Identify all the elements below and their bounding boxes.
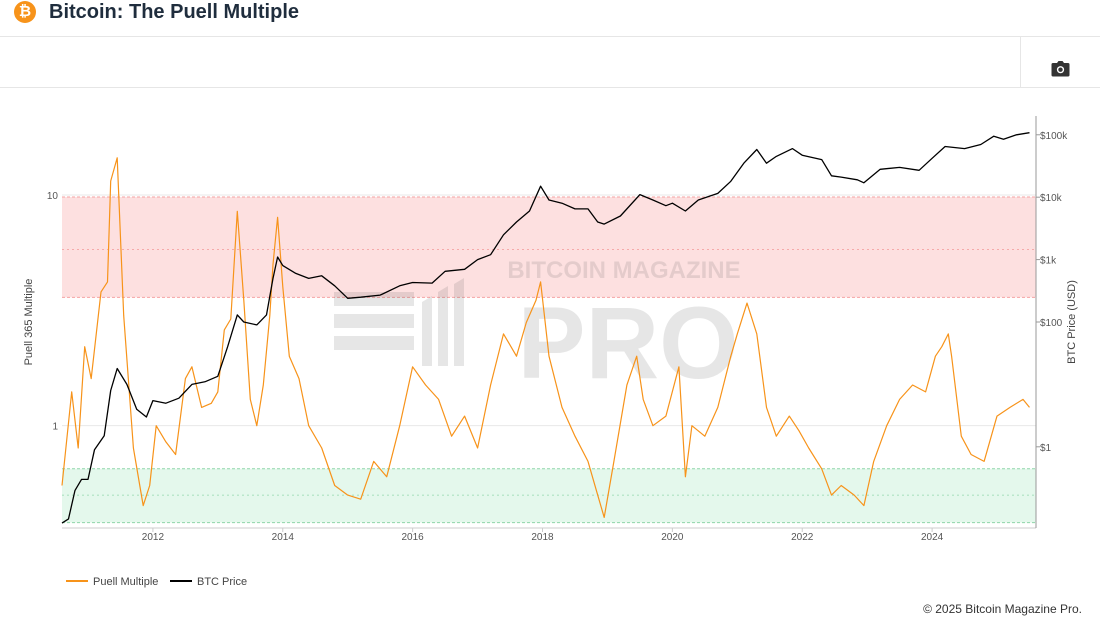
right-tick-label-0: $100k <box>1040 131 1068 142</box>
right-tick-label-1: $10k <box>1040 193 1063 204</box>
right-tick-label-3: $100 <box>1040 318 1063 329</box>
left-tick-label-0: 10 <box>47 191 59 202</box>
chart-toolbar <box>0 37 1100 88</box>
left-axis-title: Puell 365 Multiple <box>23 279 35 366</box>
toolbar-divider <box>1020 37 1021 87</box>
legend-label-price: BTC Price <box>197 576 247 588</box>
left-tick-label-1: 1 <box>52 422 58 433</box>
band-low <box>62 468 1036 523</box>
copyright-text: © 2025 Bitcoin Magazine Pro. <box>923 602 1082 616</box>
watermark-top-text: BITCOIN MAGAZINE <box>507 257 740 284</box>
watermark-logo-icon <box>334 278 464 366</box>
threshold-bands <box>62 196 1036 524</box>
x-tick-label-5: 2022 <box>791 532 814 543</box>
btc-price-line <box>61 132 1030 524</box>
puell-multiple-line <box>61 157 1030 518</box>
bitcoin-logo-icon: ₿ <box>14 1 36 23</box>
x-axis: 2012 2014 2016 2018 2020 2022 2024 <box>142 528 944 543</box>
camera-icon[interactable] <box>1051 61 1070 77</box>
x-tick-label-1: 2014 <box>272 532 295 543</box>
legend-label-puell: Puell Multiple <box>93 576 158 588</box>
page-title: Bitcoin: The Puell Multiple <box>49 1 299 23</box>
right-axis: $100k $10k $1k $100 $1 <box>1036 131 1068 454</box>
x-tick-label-6: 2024 <box>921 532 944 543</box>
x-tick-label-0: 2012 <box>142 532 165 543</box>
x-tick-label-3: 2018 <box>531 532 554 543</box>
x-tick-label-4: 2020 <box>661 532 684 543</box>
right-tick-label-2: $1k <box>1040 256 1057 267</box>
page-header: ₿ Bitcoin: The Puell Multiple <box>0 0 1100 37</box>
left-axis: 10 1 <box>47 191 59 433</box>
grid-lines <box>62 194 1036 427</box>
x-tick-label-2: 2016 <box>402 532 425 543</box>
right-tick-label-4: $1 <box>1040 443 1052 454</box>
legend-item-price[interactable]: BTC Price <box>170 576 247 588</box>
band-high <box>62 197 1036 298</box>
legend-item-puell[interactable]: Puell Multiple <box>66 576 158 588</box>
legend: Puell Multiple BTC Price <box>66 576 247 588</box>
right-axis-title: BTC Price (USD) <box>1066 280 1078 364</box>
